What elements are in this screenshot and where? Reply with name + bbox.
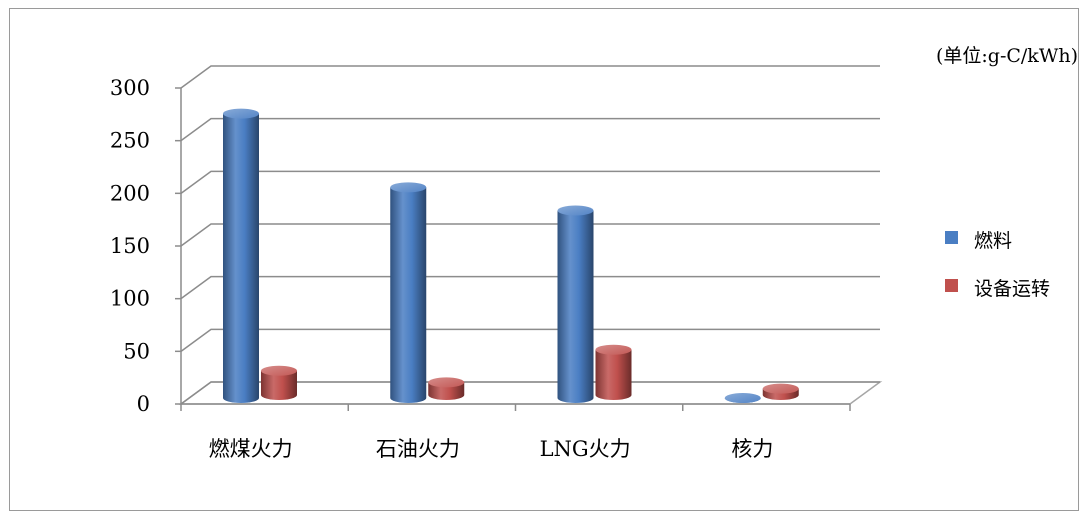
legend-label: 燃料 bbox=[974, 230, 1012, 252]
gridline bbox=[180, 117, 880, 142]
legend-swatch bbox=[945, 231, 958, 244]
bar-top bbox=[428, 377, 465, 388]
bar-body bbox=[223, 113, 259, 403]
gridline bbox=[180, 65, 880, 89]
gridline bbox=[180, 170, 880, 194]
bar-top bbox=[223, 108, 259, 119]
axes bbox=[175, 87, 851, 411]
bar-body bbox=[390, 187, 427, 403]
gridlines bbox=[180, 65, 880, 405]
bar-fuel bbox=[223, 108, 259, 403]
bar-operation bbox=[762, 383, 799, 400]
x-tick-label: LNG火力 bbox=[540, 437, 631, 461]
chart-frame bbox=[9, 8, 1079, 511]
bar-top bbox=[595, 344, 632, 355]
x-tick-label: 燃煤火力 bbox=[209, 437, 293, 461]
y-tick-label: 300 bbox=[110, 76, 150, 100]
y-tick-label: 250 bbox=[110, 129, 150, 153]
y-tick-label: 200 bbox=[110, 181, 150, 205]
y-tick-labels: 0 50 100 150 200 250 300 bbox=[110, 76, 150, 416]
bar-operation bbox=[428, 377, 465, 400]
y-tick-label: 150 bbox=[110, 234, 150, 258]
x-tick-label: 石油火力 bbox=[376, 437, 460, 461]
y-tick-label: 0 bbox=[137, 392, 150, 416]
bar-fuel bbox=[390, 182, 427, 403]
bar-top bbox=[390, 182, 427, 193]
bar-body bbox=[428, 382, 465, 400]
bars bbox=[223, 108, 799, 403]
bar-top bbox=[762, 383, 799, 394]
bar-fuel bbox=[724, 393, 761, 403]
bar-operation bbox=[595, 344, 632, 400]
legend-label: 设备运转 bbox=[974, 278, 1050, 300]
gridline bbox=[180, 223, 880, 247]
bar-body bbox=[557, 210, 594, 403]
gridline bbox=[180, 275, 880, 300]
x-tick-labels: 燃煤火力 石油火力 LNG火力 核力 bbox=[209, 437, 774, 461]
bar-body bbox=[261, 370, 297, 400]
bar-top bbox=[724, 393, 761, 403]
legend-swatch bbox=[945, 279, 958, 292]
bar-body bbox=[595, 349, 632, 400]
y-tick-label: 50 bbox=[123, 339, 150, 363]
bar-operation bbox=[261, 365, 297, 400]
gridline bbox=[180, 381, 880, 405]
unit-label: (单位:g-C/kWh) bbox=[936, 45, 1078, 67]
gridline bbox=[180, 328, 880, 352]
bar-fuel bbox=[557, 205, 594, 403]
bar-top bbox=[557, 205, 594, 216]
x-tick-label: 核力 bbox=[731, 437, 773, 461]
y-tick-label: 100 bbox=[110, 287, 150, 311]
bar-top bbox=[261, 365, 297, 376]
